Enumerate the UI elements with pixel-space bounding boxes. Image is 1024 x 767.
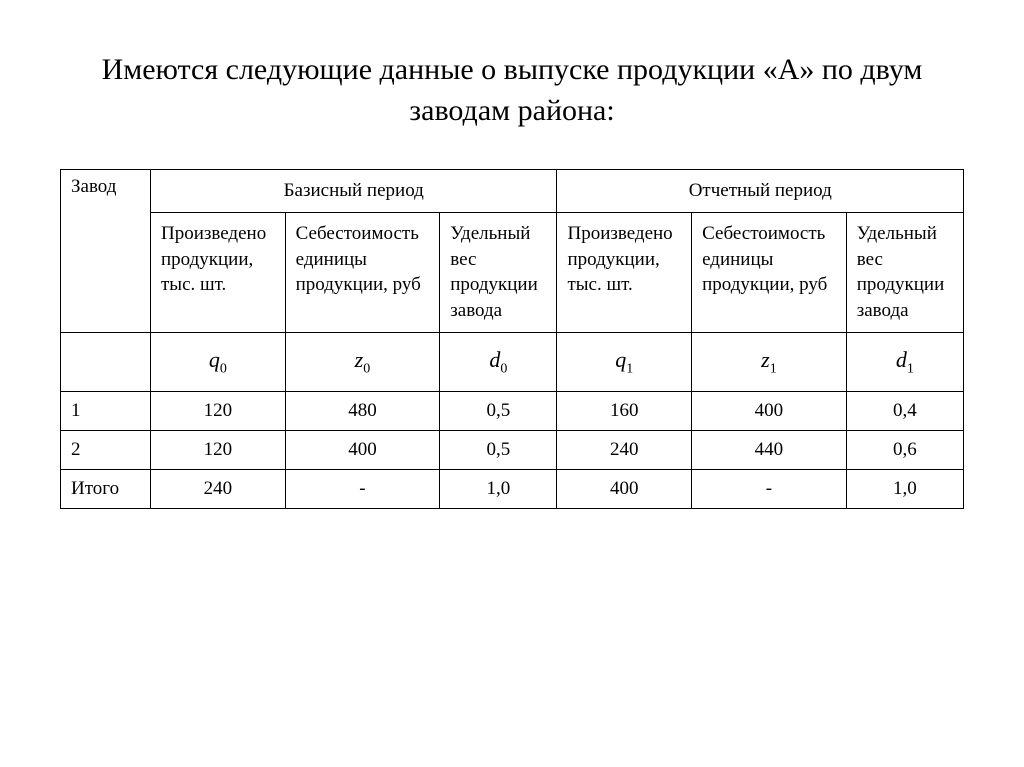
symbol-q0: q0 (151, 332, 286, 391)
sub-weight2: Удельный вес продукции завода (846, 213, 963, 333)
table-row-total: Итого 240 - 1,0 400 - 1,0 (61, 469, 964, 508)
symbol-row: q0 z0 d0 q1 z1 d1 (61, 332, 964, 391)
col-period1-header: Базисный период (151, 170, 557, 213)
cell-z1: 440 (692, 430, 847, 469)
sub-produced1: Произведено продукции, тыс. шт. (151, 213, 286, 333)
sub-cost2: Себестоимость единицы продукции, руб (692, 213, 847, 333)
sub-weight1: Удельный вес продукции завода (440, 213, 557, 333)
symbol-q1: q1 (557, 332, 692, 391)
cell-d0: 1,0 (440, 469, 557, 508)
cell-factory: 1 (61, 391, 151, 430)
cell-q1: 240 (557, 430, 692, 469)
header-row-1: Завод Базисный период Отчетный период (61, 170, 964, 213)
cell-d1: 1,0 (846, 469, 963, 508)
sub-produced2: Произведено продукции, тыс. шт. (557, 213, 692, 333)
data-table: Завод Базисный период Отчетный период Пр… (60, 169, 964, 509)
col-factory-header: Завод (61, 170, 151, 333)
sub-cost1: Себестоимость единицы продукции, руб (285, 213, 440, 333)
cell-factory: Итого (61, 469, 151, 508)
cell-z1: - (692, 469, 847, 508)
cell-q1: 400 (557, 469, 692, 508)
page-title: Имеются следующие данные о выпуске проду… (60, 50, 964, 131)
table-row: 2 120 400 0,5 240 440 0,6 (61, 430, 964, 469)
symbol-empty (61, 332, 151, 391)
symbol-z1: z1 (692, 332, 847, 391)
cell-q0: 120 (151, 430, 286, 469)
header-row-2: Произведено продукции, тыс. шт. Себестои… (61, 213, 964, 333)
cell-z0: - (285, 469, 440, 508)
cell-z1: 400 (692, 391, 847, 430)
cell-d1: 0,6 (846, 430, 963, 469)
cell-q0: 240 (151, 469, 286, 508)
cell-d1: 0,4 (846, 391, 963, 430)
table-row: 1 120 480 0,5 160 400 0,4 (61, 391, 964, 430)
cell-d0: 0,5 (440, 391, 557, 430)
cell-factory: 2 (61, 430, 151, 469)
symbol-d1: d1 (846, 332, 963, 391)
cell-d0: 0,5 (440, 430, 557, 469)
cell-q0: 120 (151, 391, 286, 430)
symbol-d0: d0 (440, 332, 557, 391)
symbol-z0: z0 (285, 332, 440, 391)
cell-q1: 160 (557, 391, 692, 430)
col-period2-header: Отчетный период (557, 170, 964, 213)
cell-z0: 400 (285, 430, 440, 469)
cell-z0: 480 (285, 391, 440, 430)
